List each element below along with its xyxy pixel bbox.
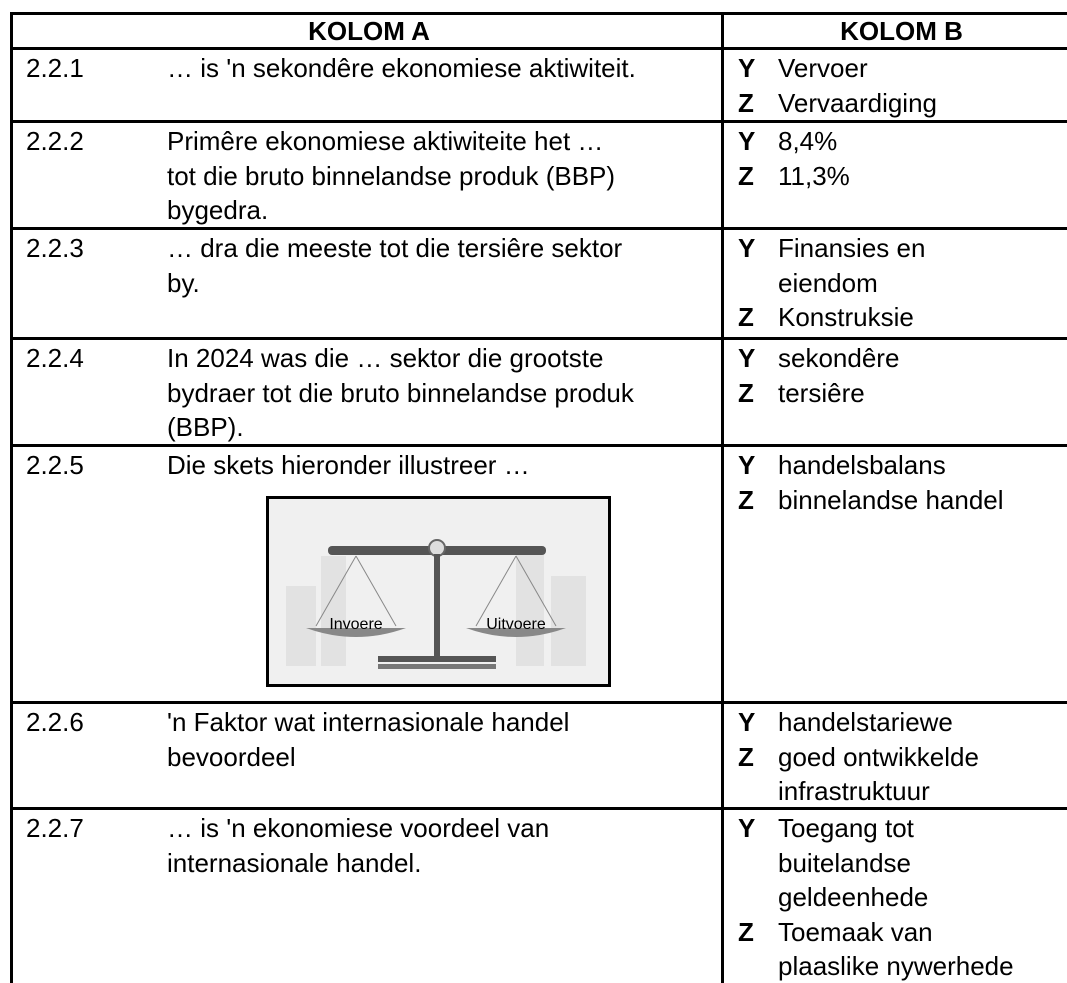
option-letter: Y — [738, 233, 756, 263]
option-text: handelsbalans — [778, 450, 946, 480]
option-text: Vervaardiging — [778, 87, 937, 118]
option-letter: Z — [738, 377, 754, 408]
option-text: eiendom — [778, 267, 878, 298]
question-number: 2.2.4 — [26, 343, 84, 373]
question-number: 2.2.7 — [26, 813, 84, 843]
option-letter: Z — [738, 484, 754, 515]
option-text: plaaslike nywerhede — [778, 951, 1014, 981]
row-border — [12, 337, 1067, 340]
question-text: (BBP). — [167, 412, 244, 442]
row-border — [12, 807, 1067, 810]
question-number: 2.2.1 — [26, 53, 84, 83]
option-letter: Y — [738, 450, 756, 480]
question-number: 2.2.3 — [26, 233, 84, 263]
option-letter: Z — [738, 87, 754, 118]
row-border — [12, 47, 1067, 50]
column-divider — [721, 12, 724, 983]
option-text: 11,3% — [778, 160, 850, 191]
column-a-header: KOLOM A — [308, 16, 430, 46]
option-text: handelstariewe — [778, 707, 953, 737]
row-border — [12, 120, 1067, 123]
question-text: bydraer tot die bruto binnelandse produk — [167, 377, 634, 408]
question-text: internasionale handel. — [167, 847, 422, 878]
option-text: sekondêre — [778, 343, 900, 373]
option-letter: Y — [738, 813, 756, 843]
question-number: 2.2.6 — [26, 707, 84, 737]
option-letter: Y — [738, 53, 756, 83]
question-text: In 2024 was die … sektor die grootste — [167, 343, 604, 373]
question-text: 'n Faktor wat internasionale handel — [167, 707, 570, 737]
question-text: Primêre ekonomiese aktiwiteite het … — [167, 126, 604, 156]
option-letter: Z — [738, 302, 754, 332]
option-letter: Y — [738, 707, 756, 737]
option-text: tersiêre — [778, 377, 865, 408]
option-text: geldeenhede — [778, 882, 929, 912]
option-text: goed ontwikkelde — [778, 741, 979, 772]
option-letter: Z — [738, 160, 754, 191]
option-letter: Y — [738, 343, 756, 373]
option-text: Vervoer — [778, 53, 868, 83]
option-text: Toegang tot — [778, 813, 914, 843]
question-text: … is 'n ekonomiese voordeel van — [167, 813, 550, 843]
question-text: bygedra. — [167, 195, 269, 225]
row-border — [12, 444, 1067, 447]
option-letter: Z — [738, 916, 754, 947]
row-border — [12, 701, 1067, 704]
option-text: buitelandse — [778, 847, 911, 878]
option-text: Toemaak van — [778, 916, 933, 947]
option-letter: Y — [738, 126, 756, 156]
question-text: Die skets hieronder illustreer … — [167, 450, 530, 480]
row-border — [12, 227, 1067, 230]
question-text: tot die bruto binnelandse produk (BBP) — [167, 160, 616, 191]
column-b-header: KOLOM B — [840, 16, 963, 46]
question-text: … dra die meeste tot die tersiêre sektor — [167, 233, 623, 263]
option-text: infrastruktuur — [778, 776, 930, 806]
question-number: 2.2.2 — [26, 126, 84, 156]
question-text: … is 'n sekondêre ekonomiese aktiwiteit. — [167, 53, 636, 83]
option-text: Konstruksie — [778, 302, 914, 332]
question-text: by. — [167, 267, 200, 298]
sketch-label: Invoere — [329, 616, 382, 633]
question-number: 2.2.5 — [26, 450, 84, 480]
option-text: 8,4% — [778, 126, 838, 156]
option-letter: Z — [738, 741, 754, 772]
option-text: binnelandse handel — [778, 484, 1004, 515]
table-border — [10, 12, 13, 983]
question-text: bevoordeel — [167, 741, 296, 772]
scale-sketch: Invoere Uitvoere — [266, 496, 611, 687]
sketch-label: Uitvoere — [486, 616, 546, 633]
table-border — [12, 12, 1067, 15]
option-text: Finansies en — [778, 233, 926, 263]
